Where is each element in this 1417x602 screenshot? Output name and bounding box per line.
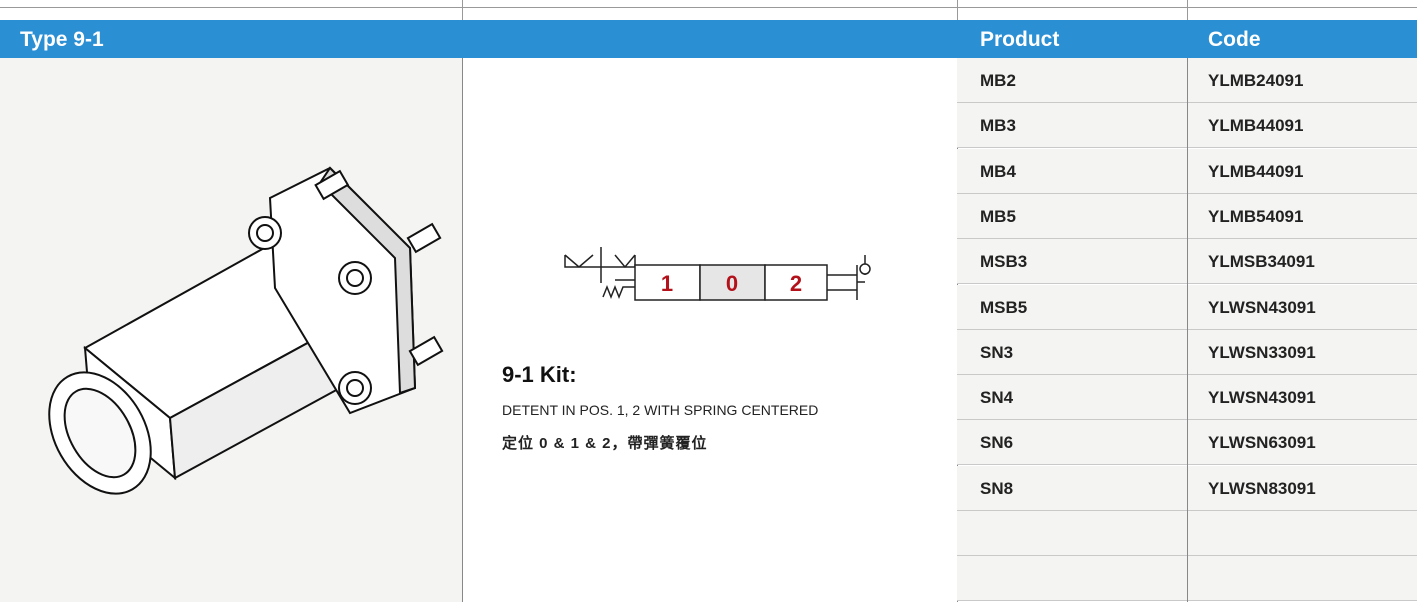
code-cell: YLMB44091 — [1208, 116, 1304, 136]
divider — [957, 0, 958, 20]
header-title: Type 9-1 — [20, 28, 104, 51]
position-label: 0 — [726, 271, 738, 296]
top-rule — [0, 7, 1417, 8]
column-header: Product — [980, 28, 1060, 51]
product-cell: MB4 — [980, 161, 1016, 181]
product-cell: MB5 — [980, 206, 1016, 226]
code-cell: YLWSN33091 — [1208, 342, 1316, 362]
product-cell: SN3 — [980, 342, 1014, 362]
code-cell: YLWSN43091 — [1208, 297, 1316, 317]
code-cell: YLMSB34091 — [1208, 252, 1315, 272]
product-cell: MSB3 — [980, 252, 1028, 272]
product-cell: MB3 — [980, 116, 1016, 136]
position-label: 2 — [790, 271, 802, 296]
kit-title: 9-1 Kit: — [502, 362, 577, 387]
product-cell: MB2 — [980, 71, 1016, 90]
kit-description: DETENT IN POS. 1, 2 WITH SPRING CENTERED — [502, 402, 819, 418]
divider — [1187, 58, 1188, 602]
image-cell — [0, 58, 463, 602]
valve-symbol: 1 0 2 — [564, 247, 871, 301]
product-cell: SN8 — [980, 478, 1014, 498]
code-cell: YLMB44091 — [1208, 161, 1304, 181]
product-cell: SN4 — [980, 388, 1014, 408]
code-cell: YLMB54091 — [1208, 206, 1304, 226]
divider — [1187, 0, 1188, 20]
cylinder-drawing — [48, 166, 444, 495]
position-label: 1 — [661, 271, 673, 296]
header-bar: Type 9-1 Product Code — [0, 20, 1417, 58]
kit-description-zh: 定位 0 & 1 & 2，帶彈簧覆位 — [502, 435, 708, 452]
divider — [462, 0, 463, 20]
code-cell: YLWSN63091 — [1208, 433, 1316, 453]
column-header: Code — [1208, 28, 1261, 51]
product-cell: SN6 — [980, 433, 1014, 453]
code-cell: YLMB24091 — [1208, 71, 1304, 90]
product-cell: MSB5 — [980, 297, 1028, 317]
code-cell: YLWSN83091 — [1208, 478, 1316, 498]
code-cell: YLWSN43091 — [1208, 388, 1316, 408]
